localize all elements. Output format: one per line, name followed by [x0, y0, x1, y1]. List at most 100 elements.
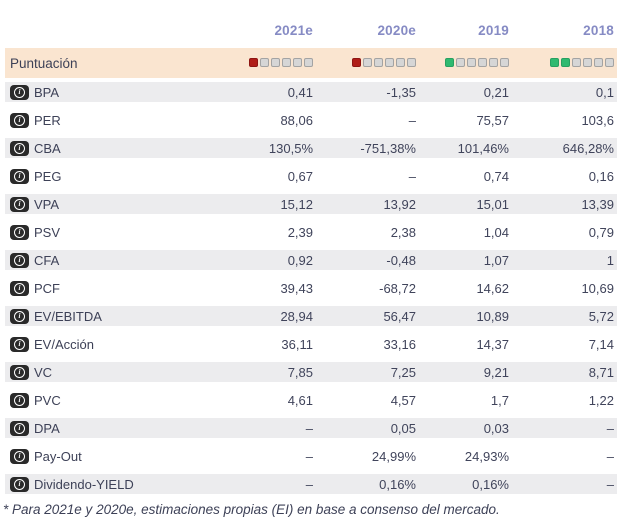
- value-2019: 9,21: [483, 364, 509, 380]
- value-2020e: -751,38%: [360, 140, 416, 156]
- value-2019: 14,62: [476, 280, 509, 296]
- score-square-empty: [583, 58, 592, 68]
- metric-label: CBA: [34, 140, 61, 156]
- value-2018: 0,1: [595, 84, 614, 100]
- value-2020e: 24,99%: [371, 448, 416, 464]
- score-row: Puntuación: [5, 48, 617, 78]
- table-row-cba: i CBA 130,5% -751,38% 101,46% 646,28%: [5, 138, 617, 158]
- value-2019: 1,07: [483, 252, 509, 268]
- column-header-2018: 2018: [583, 22, 614, 38]
- info-icon[interactable]: i: [10, 140, 29, 156]
- value-2019: 0,03: [483, 420, 509, 436]
- metric-label: EV/EBITDA: [34, 308, 102, 324]
- value-2021e: 0,92: [287, 252, 313, 268]
- value-2018: –: [606, 448, 614, 464]
- value-2021e: 0,41: [287, 84, 313, 100]
- score-square-empty: [572, 58, 581, 68]
- score-square-empty: [396, 58, 405, 68]
- value-2019: 24,93%: [464, 448, 509, 464]
- value-2021e: 28,94: [280, 308, 313, 324]
- metric-label: PEG: [34, 168, 62, 184]
- info-icon[interactable]: i: [10, 364, 29, 380]
- value-2021e: –: [305, 448, 313, 464]
- metric-label: VPA: [34, 196, 60, 212]
- year-header-row: 2021e 2020e 2019 2018: [5, 18, 617, 42]
- metric-label: EV/Acción: [34, 336, 94, 352]
- table-row-pcf: i PCF 39,43 -68,72 14,62 10,69: [5, 278, 617, 298]
- table-row-cfa: i CFA 0,92 -0,48 1,07 1: [5, 250, 617, 270]
- value-2020e: 4,57: [390, 392, 416, 408]
- score-square-filled: [550, 58, 559, 68]
- metric-rows: i BPA 0,41 -1,35 0,21 0,1 i PER 88,06 – …: [0, 82, 629, 494]
- metric-label: PVC: [34, 392, 61, 408]
- value-2020e: 2,38: [390, 224, 416, 240]
- value-2021e: –: [305, 476, 313, 492]
- value-2018: 13,39: [581, 196, 614, 212]
- score-square-empty: [594, 58, 603, 68]
- value-2020e: –: [408, 112, 416, 128]
- metric-label: PCF: [34, 280, 60, 296]
- value-2021e: 7,85: [287, 364, 313, 380]
- column-header-2021e: 2021e: [274, 22, 313, 38]
- metric-label: Pay-Out: [34, 448, 82, 464]
- metric-label: PSV: [34, 224, 61, 240]
- score-square-empty: [467, 58, 476, 68]
- score-square-empty: [489, 58, 498, 68]
- value-2020e: 0,16%: [379, 476, 416, 492]
- info-icon[interactable]: i: [10, 448, 29, 464]
- score-square-empty: [260, 58, 269, 68]
- info-icon[interactable]: i: [10, 280, 29, 296]
- value-2021e: 39,43: [280, 280, 313, 296]
- table-row-pay-out: i Pay-Out – 24,99% 24,93% –: [5, 446, 617, 466]
- value-2018: 1,22: [588, 392, 614, 408]
- column-header-2020e: 2020e: [377, 22, 416, 38]
- table-row-ev-acci-n: i EV/Acción 36,11 33,16 14,37 7,14: [5, 334, 617, 354]
- value-2021e: 0,67: [287, 168, 313, 184]
- info-icon[interactable]: i: [10, 476, 29, 492]
- value-2018: 0,79: [588, 224, 614, 240]
- metric-label: BPA: [34, 84, 60, 100]
- info-icon[interactable]: i: [10, 392, 29, 408]
- score-square-empty: [363, 58, 372, 68]
- value-2021e: 130,5%: [268, 140, 313, 156]
- value-2021e: 36,11: [281, 336, 313, 352]
- value-2019: 10,89: [476, 308, 509, 324]
- table-row-psv: i PSV 2,39 2,38 1,04 0,79: [5, 222, 617, 242]
- metric-label: CFA: [34, 252, 60, 268]
- table-row-dividendo-yield: i Dividendo-YIELD – 0,16% 0,16% –: [5, 474, 617, 494]
- value-2020e: -1,35: [386, 84, 416, 100]
- table-row-vpa: i VPA 15,12 13,92 15,01 13,39: [5, 194, 617, 214]
- value-2018: 646,28%: [562, 140, 614, 156]
- score-squares-2021e: [213, 54, 313, 72]
- value-2021e: 88,06: [280, 112, 313, 128]
- value-2018: 8,71: [588, 364, 614, 380]
- score-square-filled: [352, 58, 361, 68]
- footnote: * Para 2021e y 2020e, estimaciones propi…: [3, 502, 500, 517]
- score-squares-2020e: [313, 54, 416, 72]
- info-icon[interactable]: i: [10, 196, 29, 212]
- metric-label: VC: [34, 364, 53, 380]
- info-icon[interactable]: i: [10, 168, 29, 184]
- value-2019: 1,04: [483, 224, 509, 240]
- value-2020e: 33,16: [383, 336, 416, 352]
- info-icon[interactable]: i: [10, 252, 29, 268]
- score-row-label: Puntuación: [10, 55, 78, 71]
- score-square-empty: [293, 58, 302, 68]
- score-square-empty: [605, 58, 614, 68]
- info-icon[interactable]: i: [10, 308, 29, 324]
- info-icon[interactable]: i: [10, 336, 29, 352]
- score-square-empty: [374, 58, 383, 68]
- value-2018: 7,14: [588, 336, 614, 352]
- info-icon[interactable]: i: [10, 112, 29, 128]
- value-2018: 5,72: [588, 308, 614, 324]
- score-square-filled: [249, 58, 258, 68]
- value-2019: 14,37: [476, 336, 509, 352]
- info-icon[interactable]: i: [10, 84, 29, 100]
- info-icon[interactable]: i: [10, 420, 29, 436]
- value-2021e: 4,61: [287, 392, 313, 408]
- value-2021e: 15,12: [280, 196, 313, 212]
- table-row-dpa: i DPA – 0,05 0,03 –: [5, 418, 617, 438]
- value-2018: 10,69: [581, 280, 614, 296]
- info-icon[interactable]: i: [10, 224, 29, 240]
